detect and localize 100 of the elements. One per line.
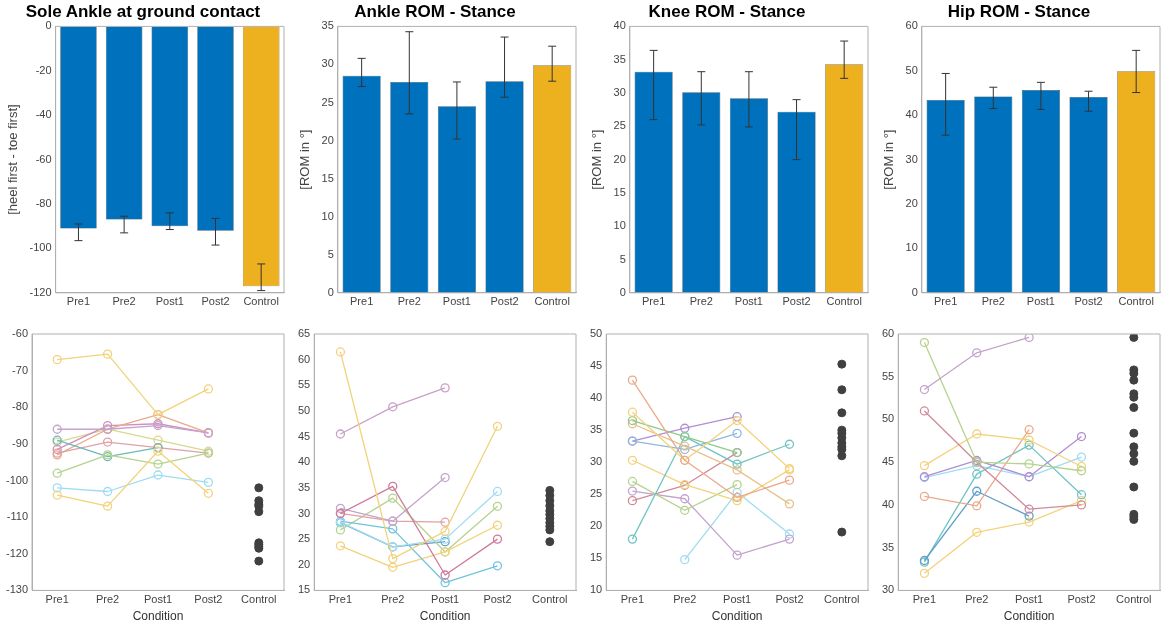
y-tick-label: 40	[589, 391, 603, 404]
y-tick-label: 60	[905, 19, 918, 32]
x-tick-label: Pre2	[397, 295, 421, 308]
y-tick-label: 0	[619, 285, 626, 298]
x-axis-title: Condition	[419, 609, 471, 624]
y-tick-label: 55	[297, 378, 311, 391]
y-tick-label: -60	[35, 152, 52, 165]
y-tick-label: 60	[297, 352, 311, 365]
y-tick-label: 10	[613, 219, 626, 232]
x-tick-label: Pre2	[981, 295, 1005, 308]
y-tick-label: 35	[589, 423, 603, 436]
y-tick-label: 20	[589, 519, 603, 532]
x-tick-label: Pre2	[689, 295, 713, 308]
y-tick-label: 15	[297, 583, 311, 596]
y-tick-label: 5	[619, 252, 626, 265]
y-tick-label: 40	[297, 455, 311, 468]
y-tick-label: -120	[29, 285, 52, 298]
y-tick-label: 45	[881, 455, 895, 468]
x-tick-label: Pre2	[673, 593, 697, 606]
x-tick-label: Pre2	[95, 593, 120, 606]
y-tick-label: 30	[613, 86, 626, 99]
y-tick-label: -70	[12, 363, 29, 376]
x-tick-label: Post2	[194, 593, 223, 606]
y-tick-label: -40	[35, 108, 52, 121]
x-tick-label: Post1	[155, 295, 184, 308]
y-axis-title: [ROM in °]	[297, 129, 313, 190]
y-tick-label: 20	[297, 557, 311, 570]
x-tick-label: Post2	[201, 295, 230, 308]
y-tick-label: 50	[297, 403, 311, 416]
x-axis-title: Condition	[1003, 609, 1055, 624]
y-axis-title: [heel first - toe first]	[5, 104, 21, 215]
x-tick-label: Post2	[1074, 295, 1103, 308]
x-tick-label: Post1	[431, 593, 460, 606]
y-axis-title: [ROM in °]	[589, 129, 605, 190]
chart-title: Ankle ROM - Stance	[354, 1, 516, 21]
x-tick-label: Pre1	[328, 593, 353, 606]
y-tick-label: -90	[12, 436, 29, 449]
y-tick-label: 0	[45, 19, 52, 32]
x-tick-label: Post1	[1015, 593, 1044, 606]
y-tick-label: 0	[911, 285, 918, 298]
y-tick-label: 30	[589, 455, 603, 468]
y-tick-label: 20	[321, 133, 334, 146]
y-tick-label: -20	[35, 63, 52, 76]
y-tick-label: 30	[905, 152, 918, 165]
y-tick-label: -120	[5, 546, 29, 559]
y-axis-title: [ROM in °]	[881, 129, 897, 190]
x-tick-label: Post2	[490, 295, 519, 308]
y-tick-label: 0	[327, 285, 334, 298]
y-tick-label: 25	[321, 95, 334, 108]
y-tick-label: 10	[321, 209, 334, 222]
chart-title: Knee ROM - Stance	[648, 1, 806, 21]
x-tick-label: Pre2	[112, 295, 136, 308]
x-tick-label: Post1	[723, 593, 752, 606]
y-tick-label: 35	[297, 480, 311, 493]
y-tick-label: 35	[881, 540, 895, 553]
y-tick-label: 15	[321, 171, 334, 184]
y-tick-label: 5	[327, 247, 334, 260]
y-tick-label: 65	[297, 327, 311, 340]
y-tick-label: -100	[29, 241, 52, 254]
y-tick-label: 60	[881, 327, 895, 340]
x-tick-label: Post2	[775, 593, 804, 606]
x-tick-label: Pre2	[965, 593, 989, 606]
x-tick-label: Control	[1118, 295, 1154, 308]
y-tick-label: 20	[905, 197, 918, 210]
chart-title: Sole Ankle at ground contact	[25, 1, 261, 21]
x-tick-label: Pre1	[934, 295, 958, 308]
y-tick-label: 35	[613, 52, 626, 65]
y-tick-label: 10	[905, 241, 918, 254]
x-tick-label: Post1	[734, 295, 763, 308]
y-tick-label: 35	[321, 19, 334, 32]
x-tick-label: Pre1	[642, 295, 666, 308]
x-tick-label: Control	[1116, 593, 1152, 606]
y-tick-label: 45	[297, 429, 311, 442]
x-tick-label: Control	[534, 295, 570, 308]
x-tick-label: Pre1	[912, 593, 937, 606]
y-tick-label: 50	[881, 412, 895, 425]
x-tick-label: Post1	[1026, 295, 1055, 308]
y-tick-label: -130	[5, 583, 29, 596]
x-tick-label: Pre1	[45, 593, 69, 606]
x-tick-label: Control	[532, 593, 568, 606]
y-tick-label: 45	[589, 359, 603, 372]
x-tick-label: Pre1	[350, 295, 374, 308]
x-tick-label: Post2	[782, 295, 811, 308]
y-tick-label: 10	[589, 583, 603, 596]
y-tick-label: 40	[613, 19, 626, 32]
x-axis-title: Condition	[711, 609, 763, 624]
x-tick-label: Pre1	[66, 295, 91, 308]
y-tick-label: 40	[905, 108, 918, 121]
y-tick-label: -80	[35, 197, 52, 210]
x-axis-title: Condition	[132, 609, 184, 624]
y-tick-label: 20	[613, 152, 626, 165]
x-tick-label: Pre2	[381, 593, 405, 606]
x-tick-label: Post2	[483, 593, 512, 606]
y-tick-label: 50	[589, 327, 603, 340]
y-tick-label: 30	[881, 583, 895, 596]
y-tick-label: -80	[12, 400, 29, 413]
y-tick-label: 15	[613, 185, 626, 198]
y-tick-label: -60	[12, 327, 29, 340]
y-tick-label: 25	[589, 487, 603, 500]
x-tick-label: Post1	[143, 593, 173, 606]
